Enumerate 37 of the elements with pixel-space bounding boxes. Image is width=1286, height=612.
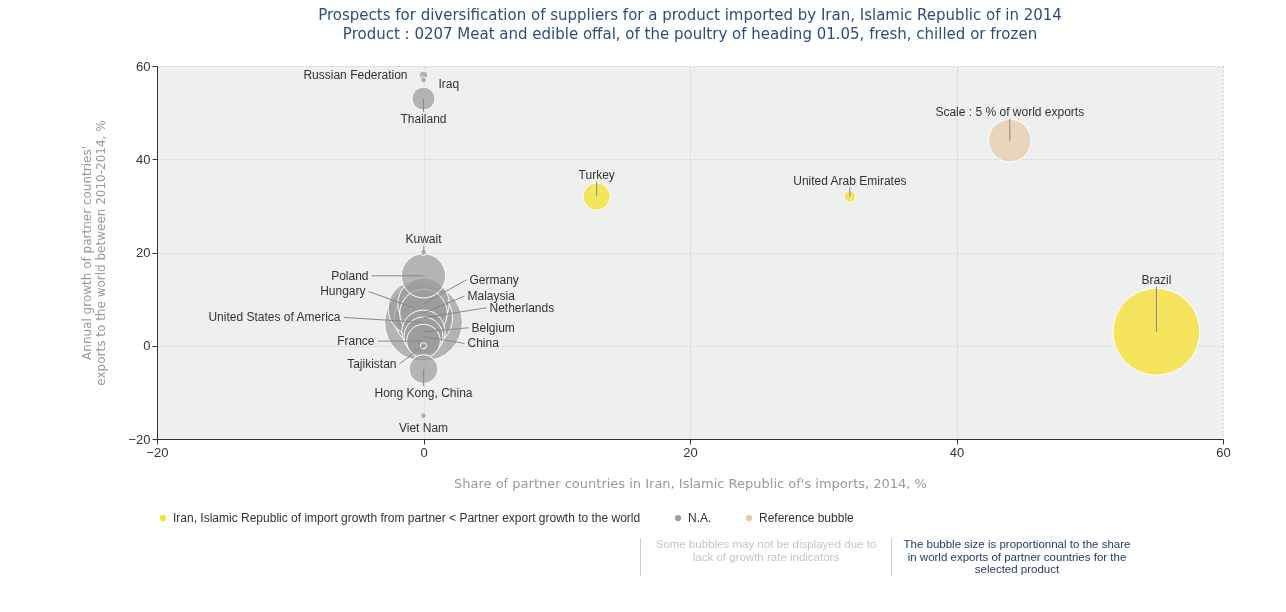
annotation: Germany xyxy=(469,272,519,287)
legend-label: Iran, Islamic Republic of import growth from partner < Partner export growth to the world xyxy=(173,511,641,526)
annotation: Iraq xyxy=(438,76,460,91)
annotation: Kuwait xyxy=(405,231,443,246)
legend-label: N.A. xyxy=(688,511,712,526)
y-tick-label: 60 xyxy=(136,58,151,74)
annotation: Hungary xyxy=(320,284,366,299)
annotation: Viet Nam xyxy=(398,420,449,435)
x-tick-label: 40 xyxy=(949,444,965,460)
x-tick-label: 0 xyxy=(420,444,428,460)
y-tick-label: 0 xyxy=(143,338,151,354)
annotation: Belgium xyxy=(471,320,515,335)
annotation: Turkey xyxy=(578,167,615,182)
legend-label: Reference bubble xyxy=(759,511,855,526)
annotation: France xyxy=(337,334,375,349)
annotation: Tajikistan xyxy=(347,356,397,371)
annotation: Thailand xyxy=(400,111,447,126)
y-tick-label: −20 xyxy=(128,431,151,447)
annotation: China xyxy=(467,336,500,351)
annotation: Scale : 5 % of world exports xyxy=(935,104,1085,119)
y-tick-label: 40 xyxy=(136,151,151,167)
x-tick-label: 60 xyxy=(1216,444,1231,460)
x-axis-title: Share of partner countries in Iran, Islamic Republic of's imports, 2014, % xyxy=(454,475,927,491)
x-tick-label: −20 xyxy=(146,444,169,460)
y-tick-label: 20 xyxy=(136,245,151,260)
annotation: United Arab Emirates xyxy=(793,173,907,188)
annotation: United States of America xyxy=(208,310,341,325)
x-tick-label: 20 xyxy=(683,444,698,460)
annotation: Hong Kong, China xyxy=(374,386,473,401)
chart-title: Prospects for diversification of suppliers for a product imported by Iran, Islamic Republic of in 2014 xyxy=(318,6,1062,24)
chart-subtitle: Product : 0207 Meat and edible offal, of the poultry of heading 01.05, fresh, chilled or frozen xyxy=(342,25,1038,43)
annotation: Poland xyxy=(331,268,369,283)
annotation: Russian Federation xyxy=(303,68,408,83)
y-axis-title: Annual growth of partner countries' exports to the world between 2010-2014, % xyxy=(80,120,109,386)
text: The bubble size is proportionnal to the share in world exports of partner countries for the selected product xyxy=(891,538,1142,576)
annotation: Malaysia xyxy=(467,289,516,304)
annotation: Brazil xyxy=(1141,272,1172,287)
